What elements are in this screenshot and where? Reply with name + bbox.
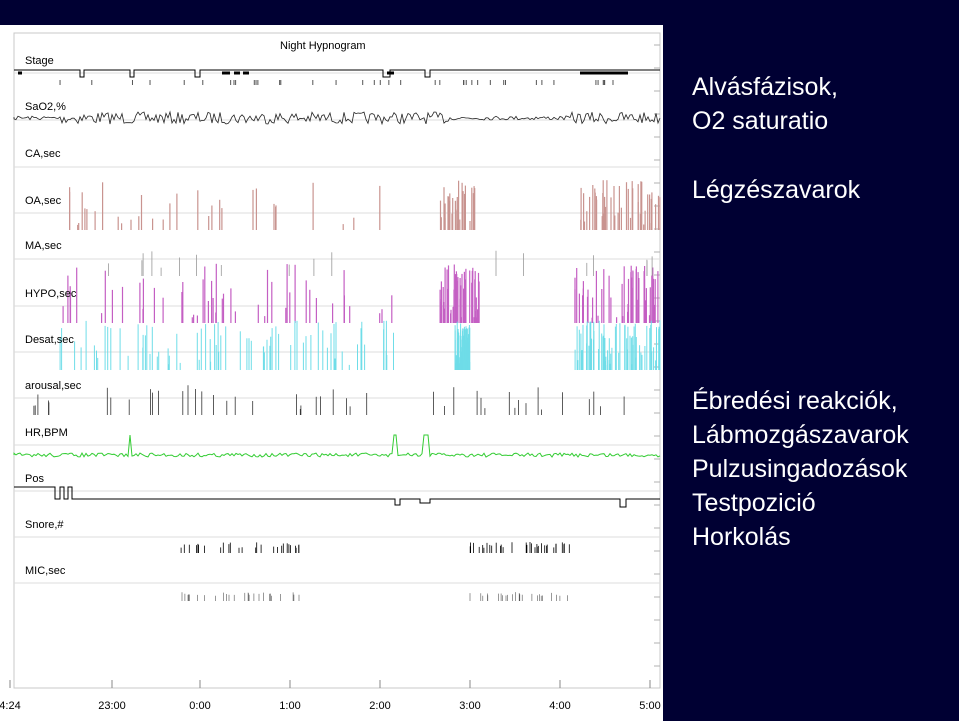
x-tick-label: 0:00 — [189, 700, 211, 712]
channel-label: Desat,sec — [25, 334, 74, 346]
x-tick-label: 1:00 — [279, 700, 301, 712]
channel-label: MA,sec — [25, 240, 62, 252]
chart-title: Night Hypnogram — [280, 40, 366, 52]
hr-trace — [13, 434, 661, 458]
channel-label: Pos — [25, 473, 44, 485]
channel-label: Snore,# — [25, 519, 64, 531]
x-tick-label: 23:00 — [98, 700, 126, 712]
x-tick-label: 3:00 — [459, 700, 481, 712]
channel-label: HR,BPM — [25, 427, 68, 439]
position-trace — [14, 486, 660, 508]
panel-line: Lábmozgászavarok — [692, 421, 909, 449]
stage-trace — [14, 69, 660, 78]
x-tick-label: 4:00 — [549, 700, 571, 712]
channel-label: CA,sec — [25, 148, 61, 160]
panel-line: O2 saturatio — [692, 107, 829, 135]
panel-breathing: Légzészavarok — [692, 173, 860, 207]
panel-line: Pulzusingadozások — [692, 455, 908, 483]
x-tick-label: 4:24 — [0, 700, 21, 712]
channel-label: arousal,sec — [25, 380, 82, 392]
panel-sleep-stages: Alvásfázisok, O2 saturatio — [692, 70, 838, 138]
panel-line: Ébredési reakciók, — [692, 387, 898, 415]
panel-line: Alvásfázisok, — [692, 73, 838, 101]
channel-label: Stage — [25, 55, 54, 67]
plot-canvas — [9, 32, 661, 689]
hypnogram-plot: Night Hypnogram Stage SaO2,% CA,sec OA,sec M… — [0, 25, 663, 721]
channel-label: MIC,sec — [25, 565, 66, 577]
panel-line: Testpozició — [692, 489, 816, 517]
channel-label: HYPO,sec — [25, 288, 77, 300]
x-tick-label: 2:00 — [369, 700, 391, 712]
channel-label: OA,sec — [25, 195, 62, 207]
panel-line: Horkolás — [692, 523, 791, 551]
panel-arousals: Ébredési reakciók, Lábmozgászavarok Pulz… — [692, 384, 909, 554]
sao2-trace — [13, 110, 661, 126]
channel-label: SaO2,% — [25, 101, 66, 113]
x-tick-label: 5:00 — [639, 700, 661, 712]
panel-line: Légzészavarok — [692, 176, 861, 204]
